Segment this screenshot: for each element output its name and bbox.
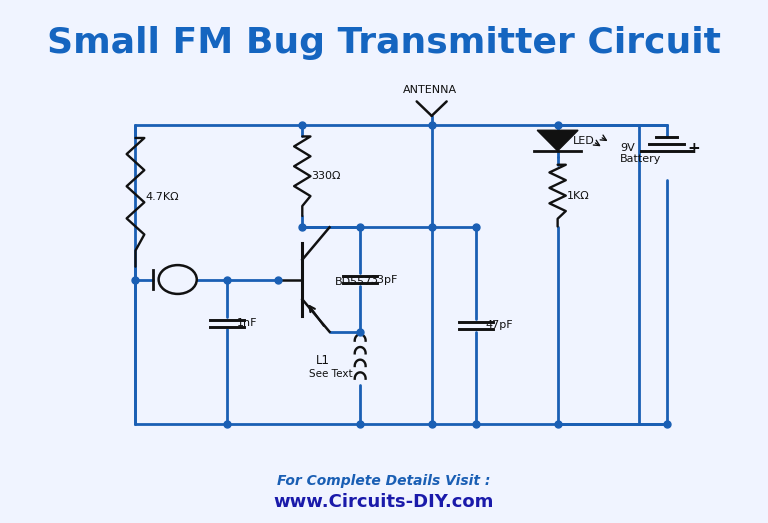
Text: ANTENNA: ANTENNA bbox=[403, 85, 458, 95]
Text: 4.7KΩ: 4.7KΩ bbox=[146, 192, 179, 202]
Polygon shape bbox=[537, 130, 578, 151]
Text: 1nF: 1nF bbox=[237, 319, 257, 328]
Text: See Text: See Text bbox=[309, 369, 353, 380]
Text: Small FM Bug Transmitter Circuit: Small FM Bug Transmitter Circuit bbox=[47, 26, 721, 60]
Text: For Complete Details Visit :: For Complete Details Visit : bbox=[277, 474, 491, 488]
Text: 33pF: 33pF bbox=[369, 275, 397, 285]
Text: 330Ω: 330Ω bbox=[311, 171, 341, 181]
Text: BD557: BD557 bbox=[335, 277, 372, 287]
Text: 47pF: 47pF bbox=[485, 321, 513, 331]
Text: 9V
Battery: 9V Battery bbox=[621, 143, 662, 164]
Text: LED: LED bbox=[573, 135, 594, 145]
Text: +: + bbox=[687, 141, 700, 156]
Text: 1KΩ: 1KΩ bbox=[567, 190, 590, 201]
Text: L1: L1 bbox=[316, 354, 330, 367]
Text: www.Circuits-DIY.com: www.Circuits-DIY.com bbox=[274, 493, 494, 511]
